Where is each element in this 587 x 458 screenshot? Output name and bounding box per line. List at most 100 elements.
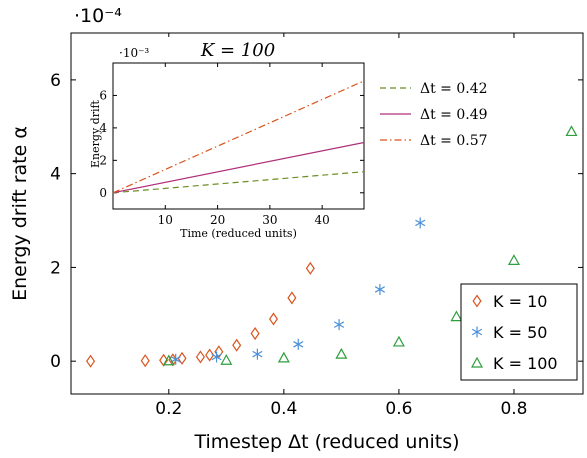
data-point <box>287 291 297 305</box>
inset-x-axis-label: Time (reduced units) <box>180 227 297 240</box>
y-tick-label: 2 <box>50 258 61 278</box>
data-point <box>334 319 345 331</box>
asterisk-stroke <box>293 341 304 348</box>
x-axis-label: Timestep Δt (reduced units) <box>193 431 459 453</box>
triangle-marker <box>507 254 520 265</box>
data-point <box>86 354 96 368</box>
x-tick-label: 0.6 <box>385 399 412 419</box>
inset-y-axis-label: Energy drift <box>89 99 102 168</box>
asterisk-stroke <box>334 321 345 328</box>
plot-frame <box>70 32 584 395</box>
series-triangle <box>162 125 578 366</box>
x-tick-label: 0.8 <box>500 399 527 419</box>
inset-x-tick-label: 40 <box>315 213 330 227</box>
diamond-marker <box>232 338 242 352</box>
diamond-marker <box>86 354 96 368</box>
diamond-marker <box>305 261 315 275</box>
data-point <box>277 351 290 363</box>
inset-title: K = 100 <box>200 40 275 61</box>
legend-marker <box>470 356 484 368</box>
x-tick-label: 0.4 <box>270 399 297 419</box>
diamond-marker <box>250 326 260 341</box>
data-point <box>220 354 233 365</box>
inset-y-tick-label: 4 <box>99 121 107 135</box>
diamond-marker <box>268 312 279 326</box>
diamond-marker <box>159 353 169 367</box>
inset-series-line-0 <box>112 171 365 194</box>
data-point <box>177 351 187 365</box>
asterisk-stroke <box>170 356 181 363</box>
data-point <box>195 350 205 364</box>
data-point <box>232 338 242 352</box>
y-tick-label: 6 <box>50 71 61 91</box>
inset-series-line-2 <box>112 80 365 194</box>
data-point <box>250 326 260 341</box>
data-point <box>170 353 181 365</box>
data-point <box>392 335 405 347</box>
data-point <box>268 312 279 326</box>
y-tick-label: 0 <box>50 352 61 372</box>
diamond-marker <box>205 348 215 362</box>
data-point <box>450 310 463 322</box>
data-point <box>507 254 520 265</box>
asterisk-stroke <box>211 353 222 361</box>
data-point <box>335 347 348 359</box>
inset-x-tick-label: 30 <box>262 213 277 227</box>
main-chart: 0.2 0.4 0.6 0.8 0 2 4 6 ·10⁻⁴ Timestep Δt (reduce… <box>9 5 584 453</box>
triangle-marker <box>220 354 233 365</box>
legend-marker <box>471 326 483 338</box>
inset-y-tick-label: 6 <box>99 88 107 102</box>
inset-background <box>88 37 373 242</box>
y-multiplier: ·10⁻⁴ <box>74 5 122 27</box>
data-point <box>214 345 224 359</box>
inset-legend-label: Δt = 0.57 <box>420 133 488 149</box>
inset-series-line-1 <box>112 141 365 194</box>
triangle-marker <box>162 354 175 366</box>
triangle-marker <box>565 125 578 137</box>
data-point <box>374 283 385 295</box>
diamond-marker <box>195 350 205 364</box>
legend-marker <box>472 294 482 308</box>
data-point <box>162 354 175 366</box>
data-point <box>252 348 263 360</box>
diamond-marker <box>177 351 187 365</box>
triangle-marker <box>392 335 405 347</box>
series-asterisk <box>170 217 426 365</box>
triangle-marker <box>450 310 463 322</box>
inset-x-tick-label: 20 <box>210 213 225 227</box>
triangle-marker <box>277 351 290 363</box>
inset-y-tick-label: 0 <box>99 186 107 200</box>
y-axis-label: Energy drift rate α <box>9 126 31 301</box>
data-point <box>205 348 215 362</box>
data-point <box>140 354 150 368</box>
asterisk-stroke <box>471 328 483 336</box>
data-point <box>211 351 222 363</box>
legend-label: K = 50 <box>493 323 547 342</box>
asterisk-stroke <box>415 219 426 227</box>
y-tick-label: 4 <box>50 165 61 185</box>
data-point <box>305 261 315 275</box>
legend: K = 10 K = 50 K = 100 <box>460 283 578 381</box>
inset-legend-label: Δt = 0.42 <box>420 81 488 97</box>
diamond-marker <box>287 291 297 305</box>
inset-chart: 10 20 30 40 0 2 4 6 ·10⁻³ K = 100 Time (reduced un… <box>88 37 488 242</box>
inset-y-multiplier: ·10⁻³ <box>119 46 149 60</box>
triangle-marker <box>335 347 348 359</box>
diamond-marker <box>214 345 224 359</box>
inset-y-tick-label: 2 <box>99 153 107 167</box>
data-point <box>565 125 578 137</box>
data-point <box>415 217 426 229</box>
asterisk-stroke <box>374 286 385 293</box>
inset-frame <box>112 62 365 210</box>
legend-label: K = 10 <box>493 292 547 311</box>
diamond-marker <box>140 354 150 368</box>
inset-x-tick-label: 10 <box>158 213 173 227</box>
data-point <box>159 353 169 367</box>
inset-legend: Δt = 0.42 Δt = 0.49 Δt = 0.57 <box>380 81 488 149</box>
legend-label: K = 100 <box>493 354 558 373</box>
triangle-marker <box>470 356 484 368</box>
diamond-marker <box>472 294 482 308</box>
data-point <box>293 338 304 350</box>
x-tick-label: 0.2 <box>155 399 182 419</box>
